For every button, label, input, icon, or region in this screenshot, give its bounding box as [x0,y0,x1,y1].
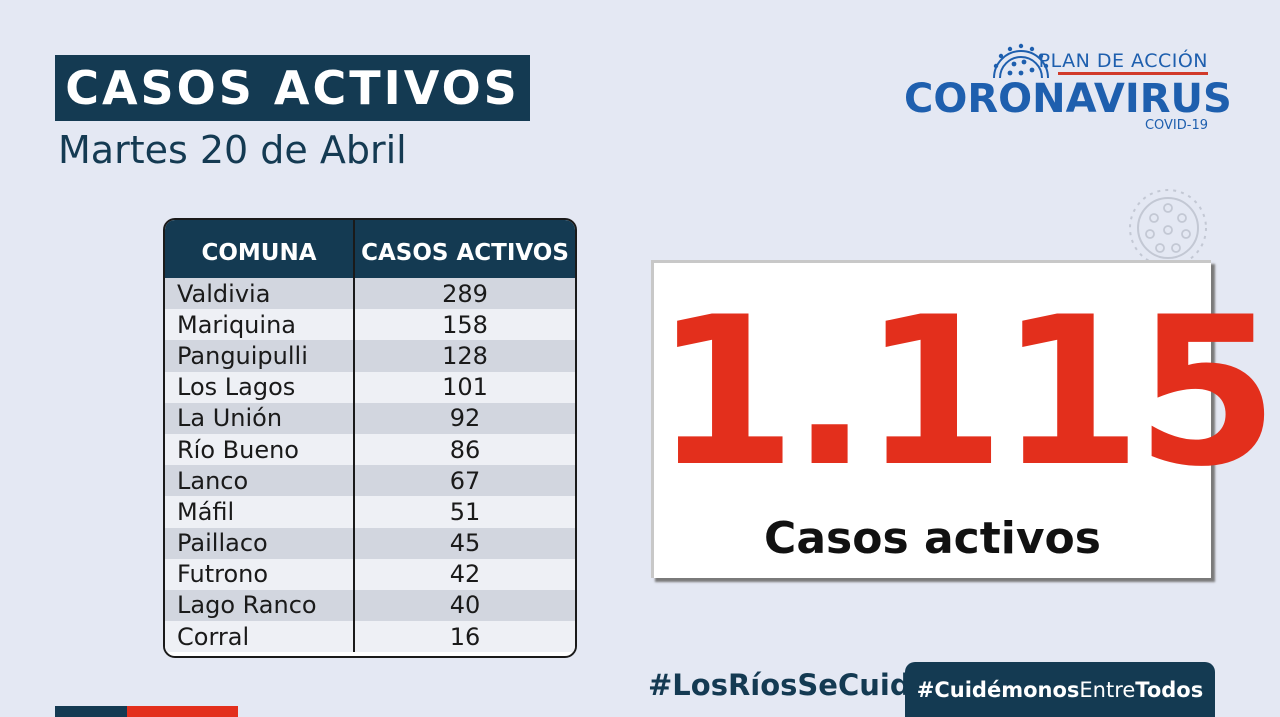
coronavirus-logo: PLAN DE ACCIÓN CORONAVIRUS COVID-19 [900,38,1232,138]
casos-cell: 289 [442,279,488,308]
casos-cell: 51 [449,497,481,526]
comuna-cell: Río Bueno [165,433,355,466]
comuna-cell: Lanco [165,465,355,497]
comuna-cell: Lago Ranco [165,589,355,622]
casos-cell: 86 [449,435,481,464]
logo-main-text: CORONAVIRUS [904,76,1232,122]
table-row: Lanco 67 [165,465,575,497]
table-row: Corral 16 [165,621,575,653]
table-row: Máfil 51 [165,496,575,528]
comuna-cell: Paillaco [165,527,355,559]
hashtag-los-rios: #LosRíosSeCuida [648,668,931,702]
casos-cell: 45 [449,529,481,558]
cases-table: COMUNA CASOS ACTIVOS Valdivia 289 Mariquin… [163,218,577,658]
hashtag-cuidemonos: #Cuidémonos Entre Todos [905,662,1215,717]
casos-cell: 40 [449,591,481,620]
table-row: Paillaco 45 [165,527,575,559]
table-row: Río Bueno 86 [165,433,575,466]
header-comuna: COMUNA [165,220,355,278]
table-row: Los Lagos 101 [165,371,575,403]
virus-icon [993,43,1049,79]
total-cases-label: Casos activos [764,513,1101,564]
casos-cell: 101 [442,373,488,402]
page-title: CASOS ACTIVOS [55,55,530,121]
hashtag-part-3: Todos [1135,677,1204,702]
total-cases-card: 1.115 Casos activos [651,260,1278,578]
total-cases-number: 1.115 [654,274,1278,512]
table-row: Lago Ranco 40 [165,589,575,622]
casos-cell: 16 [449,622,481,651]
comuna-cell: Mariquina [165,309,355,341]
comuna-cell: Corral [165,621,355,653]
comuna-cell: Los Lagos [165,371,355,403]
logo-sub-text: COVID-19 [1144,118,1208,133]
table-row: Valdivia 289 [165,278,575,310]
date-subtitle: Martes 20 de Abril [58,128,407,172]
casos-cell: 92 [449,404,481,433]
casos-cell: 158 [442,310,488,339]
table-row: La Unión 92 [165,402,575,434]
table-header: COMUNA CASOS ACTIVOS [165,220,575,278]
comuna-cell: Panguipulli [165,340,355,372]
logo-plan-text: PLAN DE ACCIÓN [1038,50,1208,72]
hashtag-part-2: Entre [1079,677,1136,702]
table-row: Panguipulli 128 [165,340,575,372]
table-row: Mariquina 158 [165,309,575,341]
comuna-cell: Futrono [165,558,355,590]
casos-cell: 128 [442,341,488,370]
logo-divider [1058,72,1208,75]
header-casos: CASOS ACTIVOS [361,240,569,266]
comuna-cell: La Unión [165,402,355,434]
table-row: Futrono 42 [165,558,575,590]
hashtag-part-1: #Cuidémonos [916,677,1080,702]
comuna-cell: Máfil [165,496,355,528]
comuna-cell: Valdivia [165,278,355,310]
table-body: Valdivia 289 Mariquina 158 Panguipulli 128 Los… [165,278,575,656]
virus-icon [1129,189,1207,264]
footer-bar-navy [55,706,127,717]
footer-bar-red [127,706,238,717]
casos-cell: 67 [449,466,481,495]
casos-cell: 42 [449,560,481,589]
